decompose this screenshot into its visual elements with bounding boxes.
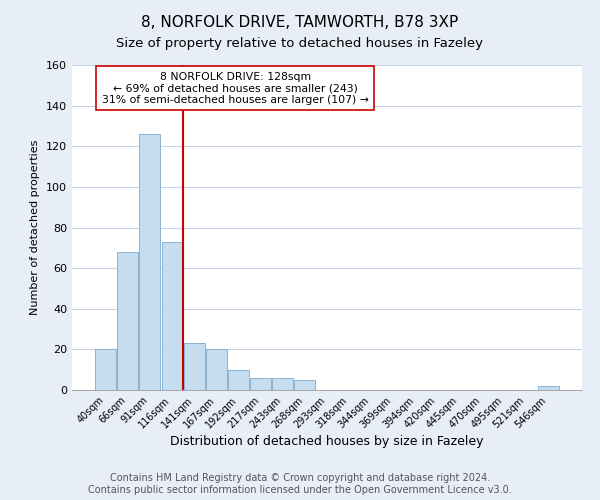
Bar — [161, 242, 182, 390]
Bar — [250, 378, 271, 390]
Bar — [295, 380, 316, 390]
Text: Contains HM Land Registry data © Crown copyright and database right 2024.
Contai: Contains HM Land Registry data © Crown c… — [88, 474, 512, 495]
Bar — [95, 350, 116, 390]
Y-axis label: Number of detached properties: Number of detached properties — [31, 140, 40, 315]
Bar — [228, 370, 249, 390]
Bar — [272, 378, 293, 390]
Text: 8, NORFOLK DRIVE, TAMWORTH, B78 3XP: 8, NORFOLK DRIVE, TAMWORTH, B78 3XP — [142, 15, 458, 30]
Text: Size of property relative to detached houses in Fazeley: Size of property relative to detached ho… — [116, 38, 484, 51]
Text: 8 NORFOLK DRIVE: 128sqm
← 69% of detached houses are smaller (243)
31% of semi-d: 8 NORFOLK DRIVE: 128sqm ← 69% of detache… — [102, 72, 368, 104]
Bar — [206, 350, 227, 390]
Bar — [118, 252, 139, 390]
Bar — [538, 386, 559, 390]
X-axis label: Distribution of detached houses by size in Fazeley: Distribution of detached houses by size … — [170, 436, 484, 448]
Bar — [139, 134, 160, 390]
Bar — [184, 344, 205, 390]
